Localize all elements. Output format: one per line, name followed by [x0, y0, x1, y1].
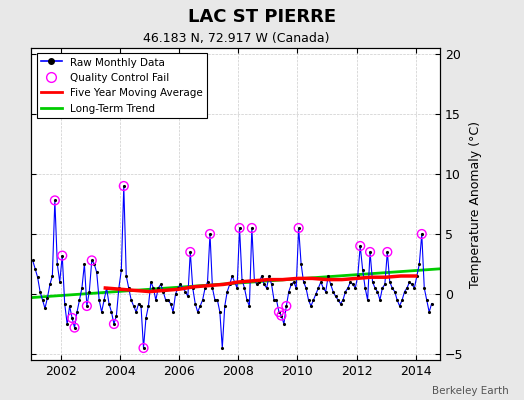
Point	[356, 243, 364, 249]
Point	[235, 225, 244, 231]
Point	[383, 249, 391, 255]
Point	[68, 315, 77, 321]
Y-axis label: Temperature Anomaly (°C): Temperature Anomaly (°C)	[469, 120, 482, 288]
Point	[294, 225, 303, 231]
Point	[139, 345, 148, 351]
Text: LAC ST PIERRE: LAC ST PIERRE	[188, 8, 336, 26]
Point	[275, 309, 283, 315]
Point	[248, 225, 256, 231]
Point	[88, 257, 96, 264]
Legend: Raw Monthly Data, Quality Control Fail, Five Year Moving Average, Long-Term Tren: Raw Monthly Data, Quality Control Fail, …	[37, 53, 207, 118]
Point	[366, 249, 374, 255]
Point	[83, 303, 91, 309]
Point	[58, 252, 67, 259]
Point	[110, 321, 118, 327]
Point	[119, 183, 128, 189]
Title: 46.183 N, 72.917 W (Canada): 46.183 N, 72.917 W (Canada)	[143, 32, 329, 46]
Point	[206, 231, 214, 237]
Point	[186, 249, 194, 255]
Point	[70, 324, 79, 331]
Point	[51, 197, 59, 204]
Point	[277, 312, 286, 319]
Point	[282, 303, 290, 309]
Point	[418, 231, 426, 237]
Text: Berkeley Earth: Berkeley Earth	[432, 386, 508, 396]
